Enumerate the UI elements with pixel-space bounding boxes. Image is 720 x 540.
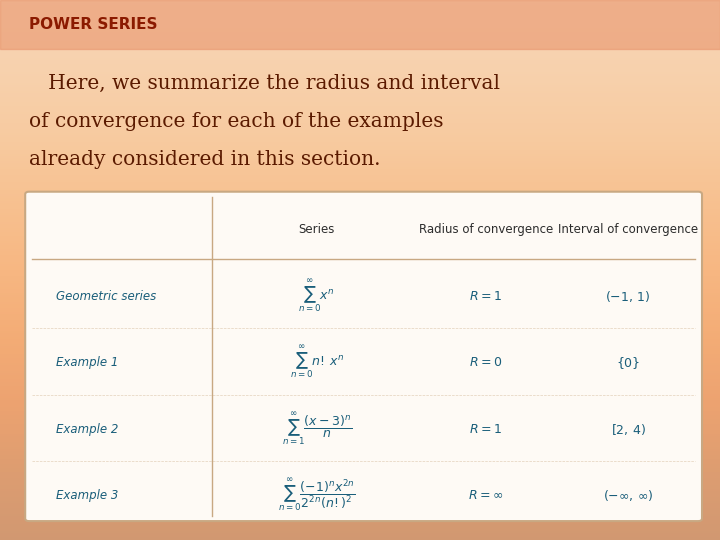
Text: $R = 1$: $R = 1$ (469, 289, 502, 302)
Text: Example 2: Example 2 (56, 423, 119, 436)
Bar (0, 0, 720, 49)
Text: Here, we summarize the radius and interval: Here, we summarize the radius and interv… (29, 74, 500, 93)
Text: Series: Series (299, 223, 335, 236)
Text: $[2,\, 4)$: $[2,\, 4)$ (611, 422, 646, 437)
Text: $\sum_{n=0}^{\infty} x^n$: $\sum_{n=0}^{\infty} x^n$ (298, 278, 335, 315)
Text: Geometric series: Geometric series (56, 289, 156, 302)
Text: Interval of convergence: Interval of convergence (558, 223, 698, 236)
Text: $(-\infty,\, \infty)$: $(-\infty,\, \infty)$ (603, 488, 653, 503)
Text: $R = \infty$: $R = \infty$ (468, 489, 503, 502)
Text: POWER SERIES: POWER SERIES (29, 17, 157, 32)
Text: Radius of convergence: Radius of convergence (418, 223, 553, 236)
FancyBboxPatch shape (25, 192, 702, 521)
Text: of convergence for each of the examples: of convergence for each of the examples (29, 112, 444, 131)
Text: Example 1: Example 1 (56, 356, 119, 369)
Text: Example 3: Example 3 (56, 489, 119, 502)
Text: $\{0\}$: $\{0\}$ (616, 355, 640, 370)
Text: $\sum_{n=0}^{\infty} \dfrac{(-1)^n x^{2n}}{2^{2n}(n!)^2}$: $\sum_{n=0}^{\infty} \dfrac{(-1)^n x^{2n… (278, 477, 356, 514)
Text: already considered in this section.: already considered in this section. (29, 150, 380, 169)
Text: $R = 1$: $R = 1$ (469, 423, 502, 436)
Text: $R = 0$: $R = 0$ (469, 356, 503, 369)
Text: $(-1,\, 1)$: $(-1,\, 1)$ (606, 288, 651, 303)
Text: $\sum_{n=0}^{\infty} n!\, x^n$: $\sum_{n=0}^{\infty} n!\, x^n$ (289, 344, 344, 381)
Text: $\sum_{n=1}^{\infty} \dfrac{(x-3)^n}{n}$: $\sum_{n=1}^{\infty} \dfrac{(x-3)^n}{n}$ (282, 410, 352, 448)
